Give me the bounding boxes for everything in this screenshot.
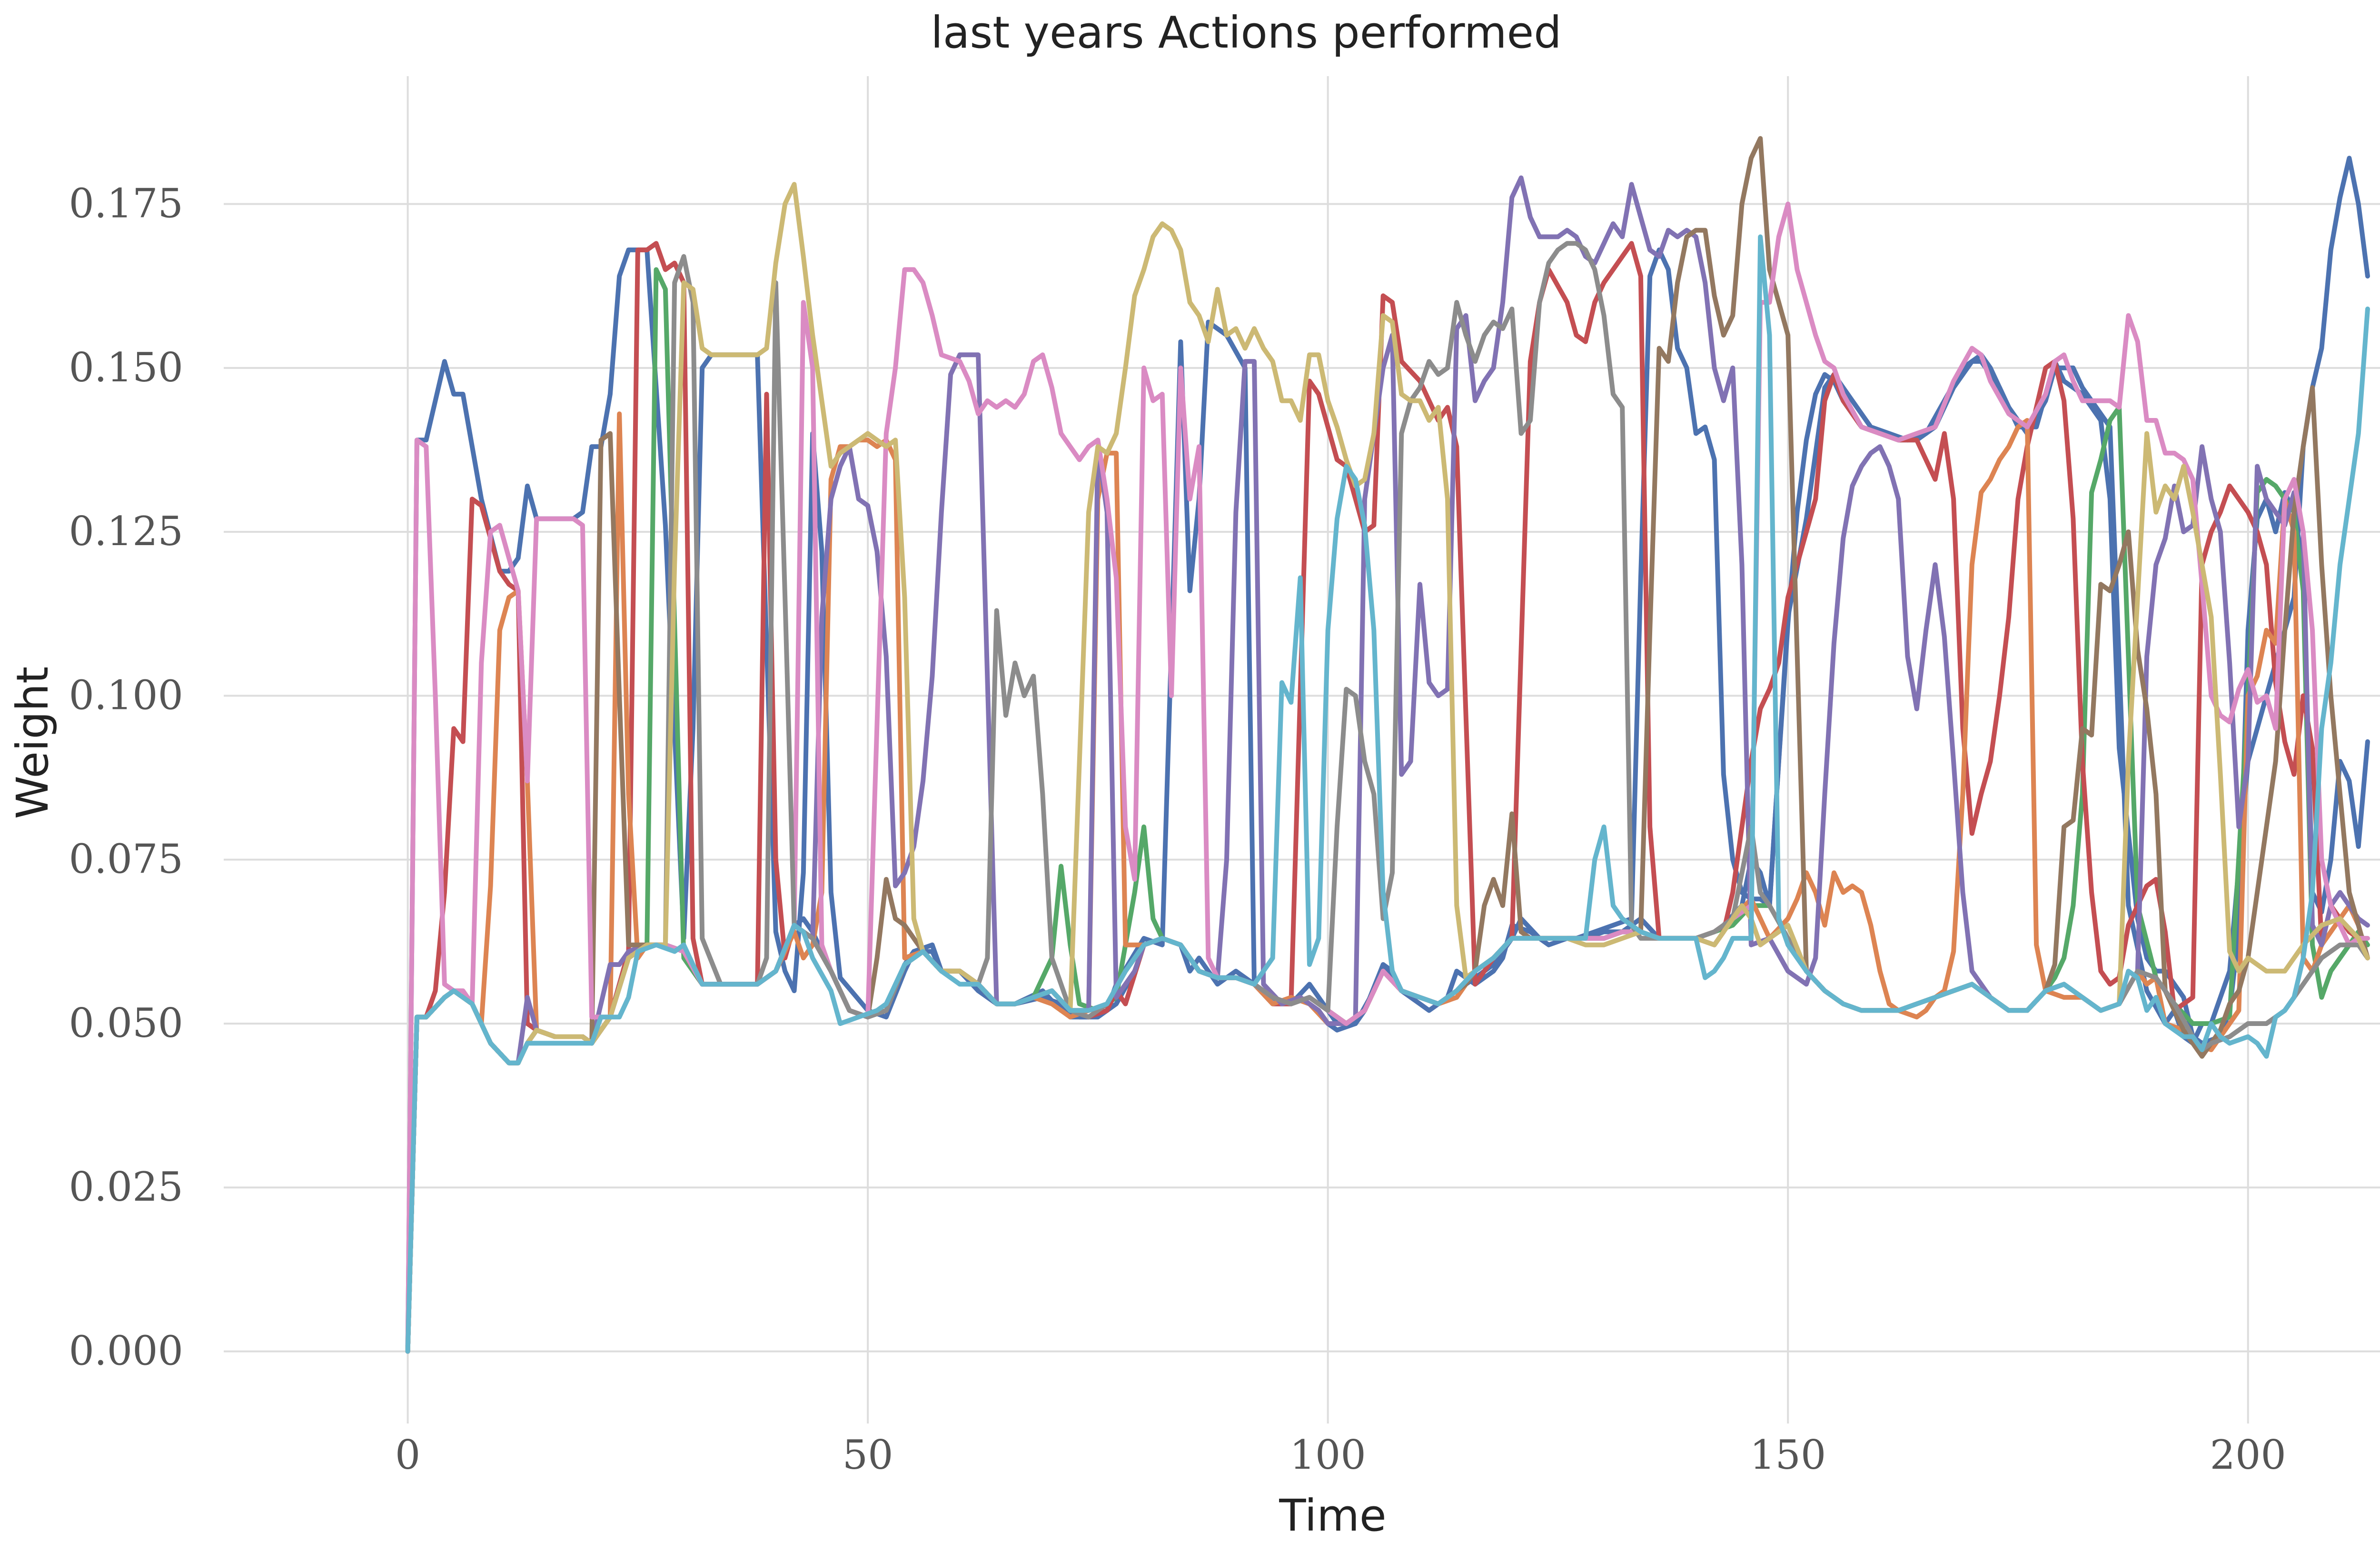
y-tick-label: 0.025 [69, 1164, 183, 1210]
chart-title: last years Actions performed [931, 7, 1561, 58]
x-tick-label: 150 [1750, 1432, 1826, 1478]
series-line-11 [405, 234, 2370, 1354]
y-tick-label: 0.050 [69, 1000, 183, 1046]
y-axis-ticks: 0.000 0.025 0.050 0.075 0.100 0.125 0.150 0.175 [69, 180, 183, 1374]
y-tick-label: 0.075 [69, 836, 183, 883]
x-tick-label: 0 [395, 1432, 420, 1478]
y-tick-label: 0.100 [69, 672, 183, 718]
x-axis-ticks: 0 50 100 150 200 [395, 1432, 2286, 1478]
series-group [405, 136, 2370, 1354]
x-axis-label: Time [1279, 1490, 1386, 1541]
y-tick-label: 0.000 [69, 1328, 183, 1374]
x-tick-label: 100 [1289, 1432, 1366, 1478]
y-tick-label: 0.150 [69, 344, 183, 391]
x-tick-label: 50 [843, 1432, 893, 1478]
y-axis-label: Weight [7, 667, 58, 819]
x-tick-label: 200 [2210, 1432, 2286, 1478]
y-tick-label: 0.175 [69, 180, 183, 227]
y-tick-label: 0.125 [69, 508, 183, 555]
